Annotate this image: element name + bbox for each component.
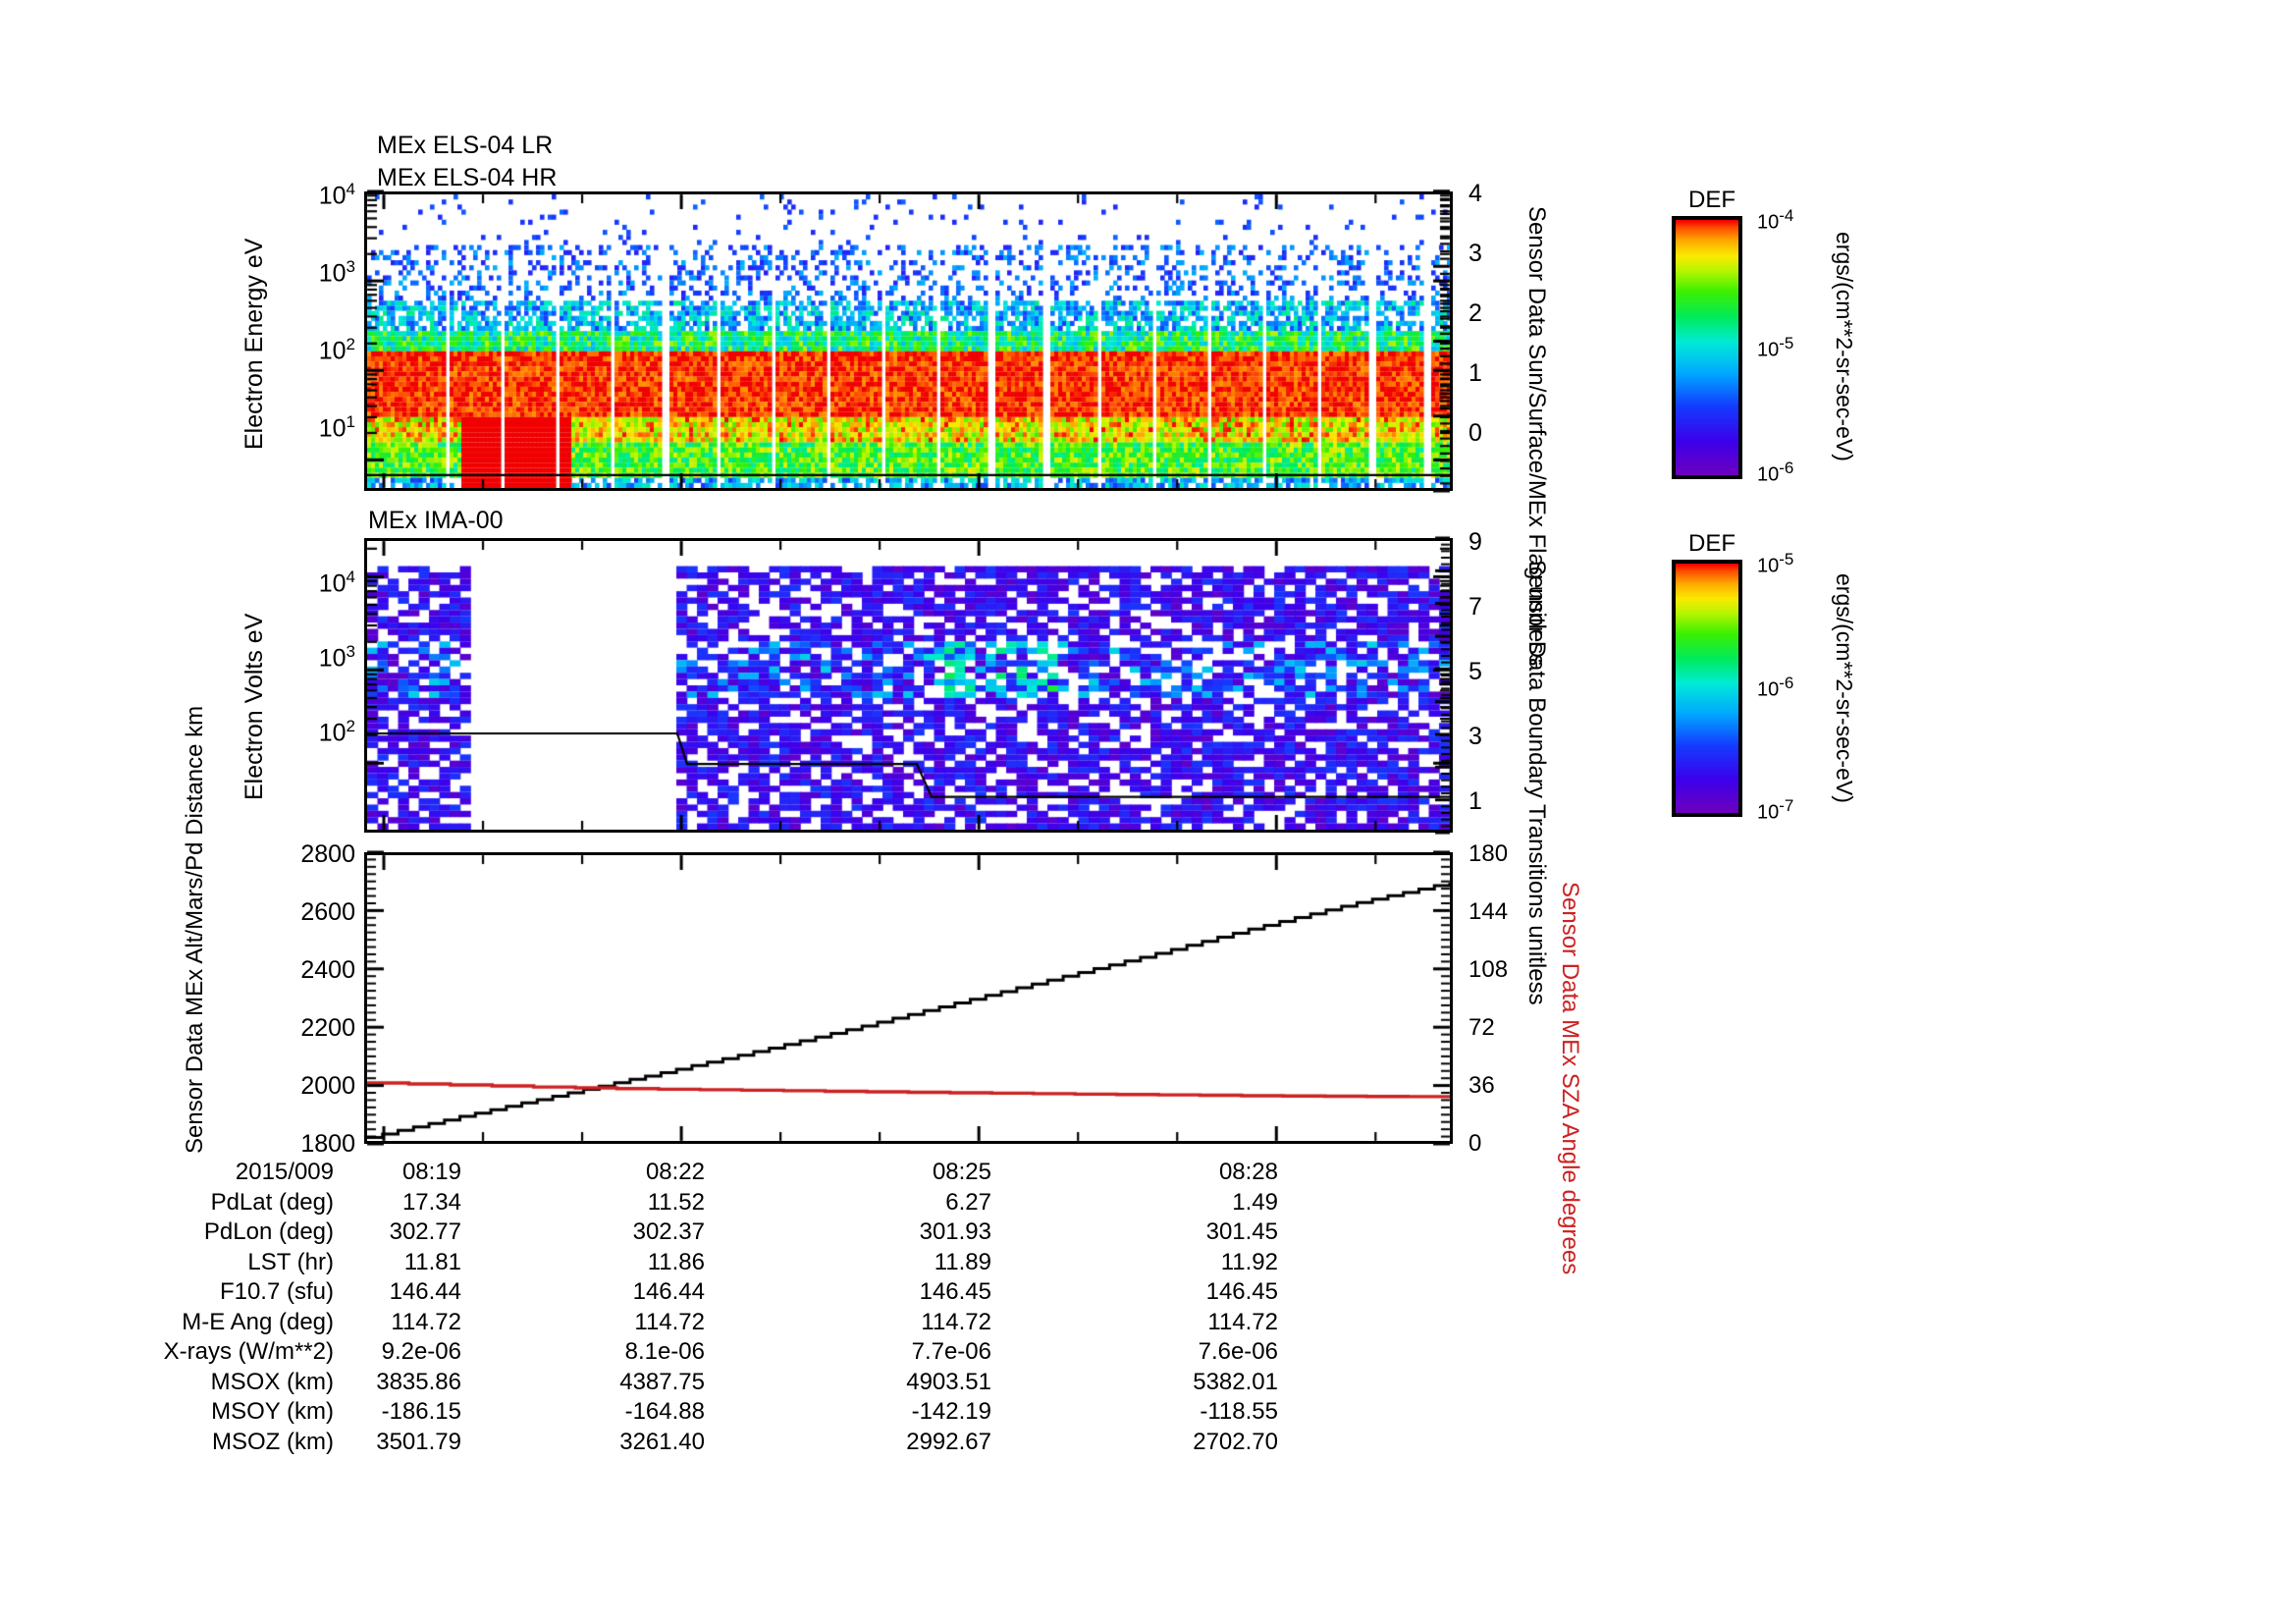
panel-els-left-axis-label: Electron Energy eV <box>240 238 268 450</box>
table-cell: 1.49 <box>1232 1188 1278 1216</box>
table-cell: 7.6e-06 <box>1198 1338 1278 1365</box>
panel-els-right-axis-label: Sensor Data Sun/Surface/MEx Flag unitles… <box>1522 206 1550 667</box>
panel-els-ytick-3: 103 <box>318 257 355 288</box>
colorbar-2-title: DEF <box>1688 530 1735 557</box>
table-cell: 114.72 <box>1207 1308 1278 1335</box>
panel-ima-right-tick-3: 3 <box>1468 723 1482 750</box>
panel-ima-right-tick-9: 9 <box>1468 528 1482 556</box>
panel-els-right-tick-2: 2 <box>1468 299 1482 327</box>
panel-ima-ytick-3: 103 <box>318 642 355 673</box>
table-cell: -118.55 <box>1200 1398 1278 1425</box>
colorbar-2-top-label: 10-5 <box>1757 550 1794 577</box>
colorbar-1-mid-label: 10-5 <box>1757 334 1794 361</box>
panel-ima-right-tick-7: 7 <box>1468 593 1482 621</box>
panel-ima-right-tick-5: 5 <box>1468 658 1482 685</box>
panel-ima-left-axis-label: Electron Volts eV <box>240 613 268 801</box>
colorbar-2[interactable] <box>1672 560 1742 817</box>
panel-els-title-hr: MEx ELS-04 HR <box>377 164 558 191</box>
panel-alt-right-tick-0: 0 <box>1468 1130 1482 1157</box>
colorbar-2-mid-label: 10-6 <box>1757 674 1794 701</box>
panel-els-title-lr: MEx ELS-04 LR <box>377 132 554 159</box>
panel-alt-ytick-2000: 2000 <box>300 1072 355 1100</box>
panel-els-right-tick-4: 4 <box>1468 180 1482 207</box>
panel-alt-right-tick-144: 144 <box>1468 898 1509 925</box>
panel-els-right-tick-1: 1 <box>1468 359 1482 387</box>
table-cell: 5382.01 <box>1193 1368 1278 1395</box>
panel-ima-right-axis-label: Sensor Data Boundary Transitions unitles… <box>1522 560 1550 1005</box>
parameter-table: 2015/009 08:19 08:22 08:25 08:28 PdLat (deg) 1… <box>0 1159 1531 1483</box>
panel-els-plot[interactable] <box>364 191 1453 491</box>
panel-els-ytick-1: 101 <box>318 412 355 443</box>
panel-els-right-tick-0: 0 <box>1468 419 1482 447</box>
panel-els-right-tick-3: 3 <box>1468 240 1482 267</box>
panel-ima-ytick-2: 102 <box>318 717 355 747</box>
table-cell: 2702.70 <box>1193 1428 1278 1455</box>
panel-ima-plot[interactable] <box>364 538 1453 833</box>
panel-alt-right-tick-72: 72 <box>1468 1014 1495 1041</box>
panel-ima-title: MEx IMA-00 <box>368 507 504 534</box>
table-cell: 146.45 <box>1205 1278 1278 1305</box>
colorbar-1-top-label: 10-4 <box>1757 206 1794 234</box>
colorbar-1-unit: ergs/(cm**2-sr-sec-eV) <box>1831 232 1857 461</box>
panel-els-ytick-4: 104 <box>318 180 355 210</box>
panel-alt-ytick-2400: 2400 <box>300 956 355 984</box>
panel-alt-right-tick-180: 180 <box>1468 840 1509 867</box>
colorbar-1-title: DEF <box>1688 187 1735 213</box>
panel-alt-ytick-2600: 2600 <box>300 898 355 926</box>
table-cell: 11.92 <box>1220 1248 1278 1275</box>
panel-ima-right-tick-1: 1 <box>1468 787 1482 815</box>
panel-alt-right-tick-108: 108 <box>1468 956 1509 983</box>
colorbar-2-unit: ergs/(cm**2-sr-sec-eV) <box>1831 572 1857 803</box>
panel-alt-plot[interactable] <box>364 852 1453 1144</box>
panel-alt-right-tick-36: 36 <box>1468 1072 1495 1099</box>
table-cell: 08:28 <box>1218 1159 1278 1185</box>
panel-ima-ytick-4: 104 <box>318 568 355 598</box>
panel-alt-right-axis-label: Sensor Data MEx SZA Angle degrees <box>1556 882 1583 1275</box>
colorbar-1[interactable] <box>1672 216 1742 479</box>
colorbar-2-bottom-label: 10-7 <box>1757 796 1794 824</box>
colorbar-1-bottom-label: 10-6 <box>1757 459 1794 486</box>
panel-alt-ytick-2800: 2800 <box>300 840 355 868</box>
panel-alt-ytick-1800: 1800 <box>300 1130 355 1158</box>
panel-alt-ytick-2200: 2200 <box>300 1014 355 1042</box>
panel-alt-left-axis-label: Sensor Data MEx Alt/Mars/Pd Distance km <box>182 705 208 1154</box>
panel-els-ytick-2: 102 <box>318 335 355 365</box>
table-cell: 301.45 <box>1205 1218 1278 1245</box>
